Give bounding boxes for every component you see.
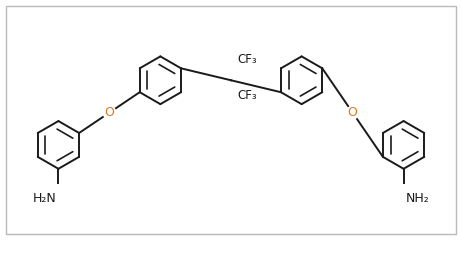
Text: NH₂: NH₂ [406,192,429,205]
Text: H₂N: H₂N [33,192,56,205]
Text: CF₃: CF₃ [237,53,256,66]
Text: O: O [348,106,358,119]
Text: O: O [104,106,114,119]
Text: CF₃: CF₃ [237,89,256,102]
